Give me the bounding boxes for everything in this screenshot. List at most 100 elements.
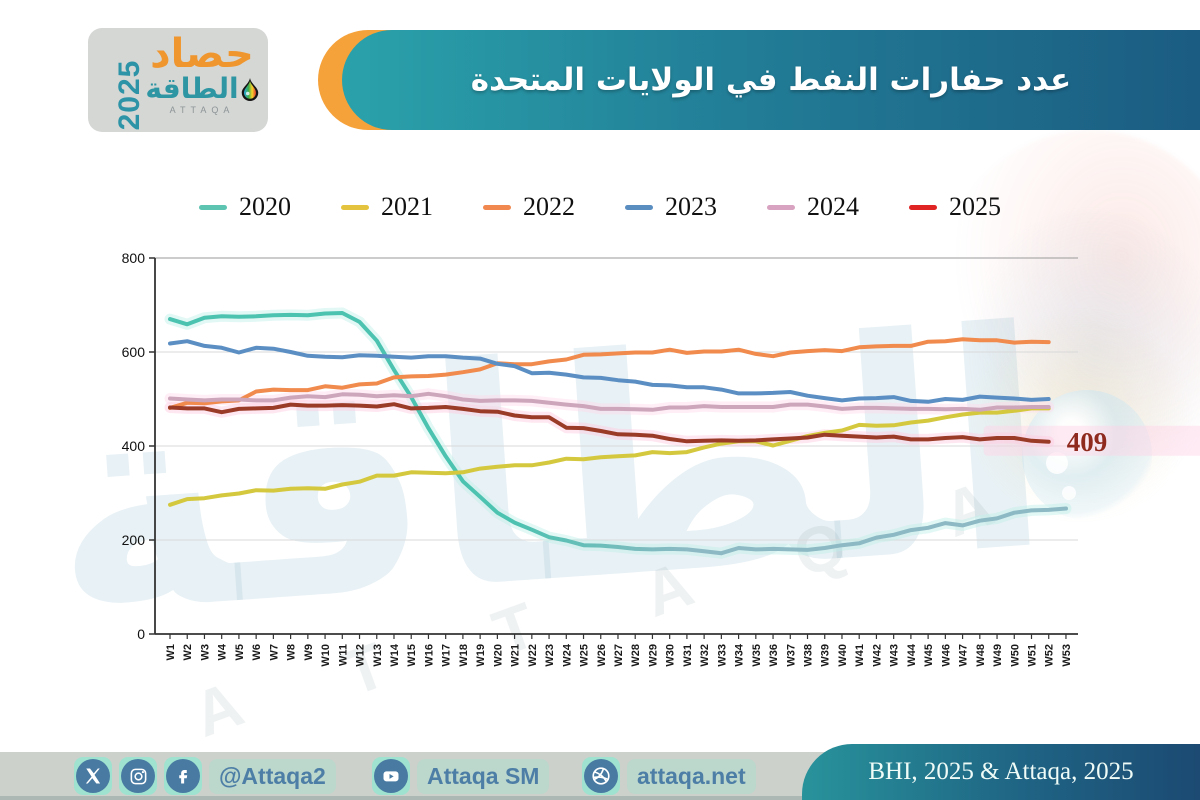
x-tick-label: W33 [716,644,728,667]
x-tick-label: W14 [389,643,401,667]
x-tick-label: W7 [268,644,280,661]
x-tick-label: W34 [734,643,746,667]
x-tick-label: W52 [1044,644,1056,667]
legend-entry-2022: 2022 [483,192,575,222]
x-tick-label: W8 [286,644,298,661]
legend-label-2022: 2022 [523,192,575,221]
x-tick-label: W15 [406,644,418,667]
x-tick-label: W2 [182,644,194,661]
watermark-droplet [1022,390,1152,520]
latest-value-annotation: 409 [1067,427,1108,457]
x-tick-label: W42 [871,644,883,667]
x-tick-label: W11 [337,644,349,666]
x-tick-label: W19 [475,644,487,667]
x-tick-label: W12 [355,644,367,667]
legend-marker-2024 [767,204,795,210]
legend-label-2020: 2020 [239,192,291,221]
legend-marker-2022 [483,204,511,210]
y-tick-label: 400 [122,438,146,454]
website-url[interactable]: attaqa.net [627,758,756,794]
x-tick-label: W46 [940,644,952,667]
x-icon-chip[interactable] [74,757,112,795]
title-banner: عدد حفارات النفط في الولايات المتحدة [342,30,1200,130]
x-tick-label: W13 [372,644,384,667]
legend-marker-2021 [341,204,369,210]
x-tick-label: W16 [423,644,435,667]
x-tick-label: W29 [647,644,659,667]
page-title: عدد حفارات النفط في الولايات المتحدة [470,62,1072,98]
logo-line1: حصاد [150,31,254,77]
legend-label-2021: 2021 [381,192,433,221]
legend-entry-2023: 2023 [625,192,717,222]
x-tick-label: W26 [596,644,608,667]
legend-marker-2025 [909,204,937,210]
x-tick-label: W44 [906,643,918,667]
x-tick-label: W10 [320,644,332,667]
youtube-channel-label[interactable]: Attaqa SM [417,758,550,794]
x-tick-label: W39 [820,644,832,667]
x-tick-label: W51 [1027,644,1039,667]
series-line-2024 [168,391,1051,412]
facebook-icon[interactable] [166,759,200,793]
x-tick-label: W45 [923,644,935,667]
annotation-band [983,425,1200,456]
series-line-2021 [168,406,1051,507]
legend-marker-2023 [625,204,653,210]
x-tick-label: W17 [441,644,453,667]
youtube-icon[interactable] [374,759,408,793]
x-tick-label: W28 [630,644,642,667]
logo-subtitle: ATTAQA [169,105,235,116]
series-line-2020 [168,311,1068,556]
y-tick-label: 0 [137,626,145,642]
logo-line2: الطاقة [140,74,264,103]
x-tick-label: W50 [1009,644,1021,667]
x-tick-label: W36 [768,644,780,667]
social-group-handles: @Attaqa2 [74,757,336,795]
x-tick-label: W1 [165,644,177,661]
x-tick-label: W25 [579,644,591,667]
globe-icon[interactable] [584,759,618,793]
website-icon-chip[interactable] [582,757,620,795]
y-tick-label: 200 [122,532,146,548]
legend-entry-2024: 2024 [767,192,859,222]
chart-legend: 2020 2021 2022 2023 2024 2025 [60,192,1140,222]
x-tick-label: W9 [303,644,315,661]
x-tick-label: W37 [785,644,797,667]
x-tick-label: W40 [837,644,849,667]
series-line-2023 [168,339,1051,404]
watermark-droplet-highlight-small [1062,486,1076,500]
x-tick-label: W24 [561,643,573,667]
facebook-icon-chip[interactable] [164,757,202,795]
social-handle[interactable]: @Attaqa2 [209,758,336,794]
x-tick-label: W35 [751,644,763,667]
x-tick-label: W18 [458,644,470,667]
x-tick-label: W38 [803,644,815,667]
x-tick-label: W27 [613,644,625,667]
social-group-website: attaqa.net [582,757,756,795]
series-line-2022 [168,337,1051,410]
legend-entry-2025: 2025 [909,192,1001,222]
legend-entry-2020: 2020 [199,192,291,222]
social-group-youtube: Attaqa SM [372,757,550,795]
x-tick-label: W41 [854,644,866,667]
x-tick-label: W47 [958,644,970,667]
x-tick-label: W32 [699,644,711,667]
youtube-icon-chip[interactable] [372,757,410,795]
x-twitter-icon[interactable] [76,759,110,793]
source-citation: BHI, 2025 & Attaqa, 2025 [868,758,1134,785]
series-line-2025 [168,402,1051,444]
x-tick-label: W31 [682,644,694,667]
instagram-icon-chip[interactable] [119,757,157,795]
y-tick-label: 600 [122,344,146,360]
x-tick-label: W4 [217,643,229,660]
x-tick-label: W20 [492,644,504,667]
source-box: BHI, 2025 & Attaqa, 2025 [802,744,1200,800]
legend-label-2024: 2024 [807,192,859,221]
legend-label-2023: 2023 [665,192,717,221]
x-tick-label: W30 [665,644,677,667]
x-tick-label: W22 [527,644,539,667]
x-tick-label: W6 [251,644,263,661]
instagram-icon[interactable] [121,759,155,793]
x-tick-label: W49 [992,644,1004,667]
